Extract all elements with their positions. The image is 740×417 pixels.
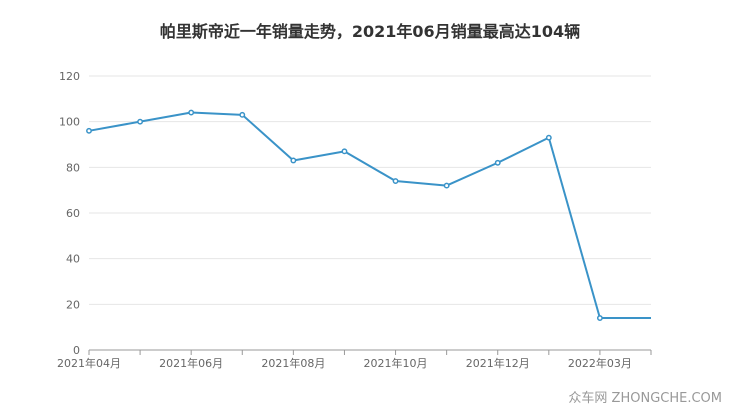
- x-tick-label-2: 2021年06月: [159, 356, 223, 370]
- y-axis: 0 20 40 60 80 100 120: [59, 70, 80, 357]
- series-line-0: [88, 111, 651, 320]
- y-tick-label-40: 40: [66, 253, 80, 266]
- y-tick-label-120: 120: [59, 70, 80, 83]
- y-tick-label-0: 0: [73, 344, 80, 357]
- data-point-2: [188, 109, 195, 116]
- series-group: [86, 109, 652, 321]
- gridlines: [89, 75, 651, 305]
- x-tick-label-8: 2021年12月: [466, 356, 530, 370]
- x-axis: 2021年04月 2021年06月 2021年08月 2021年10月 2021年12月…: [57, 349, 652, 370]
- x-tick-label-0: 2021年04月: [57, 356, 121, 370]
- data-point-0: [86, 127, 92, 134]
- data-point-7: [443, 182, 450, 189]
- x-tick-label-4: 2021年08月: [261, 356, 325, 370]
- data-point-3: [239, 111, 246, 118]
- data-point-6: [392, 178, 399, 184]
- data-point-1: [137, 118, 144, 125]
- y-tick-label-80: 80: [66, 161, 80, 174]
- x-tick-label-6: 2021年10月: [364, 356, 428, 370]
- data-point-9: [545, 134, 552, 141]
- data-point-10: [596, 315, 603, 321]
- y-tick-label-60: 60: [66, 207, 80, 220]
- y-tick-label-100: 100: [59, 116, 80, 129]
- data-point-5: [341, 148, 348, 155]
- data-point-8: [494, 159, 501, 166]
- chart-title: 帕里斯帝近一年销量走势，2021年06月销量最高达104辆: [160, 22, 580, 41]
- data-point-4: [290, 157, 297, 164]
- x-tick-label-10: 2022年03月: [568, 356, 632, 370]
- watermark-text: 众车网 ZHONGCHE.COM: [568, 390, 722, 406]
- y-tick-label-20: 20: [66, 298, 80, 311]
